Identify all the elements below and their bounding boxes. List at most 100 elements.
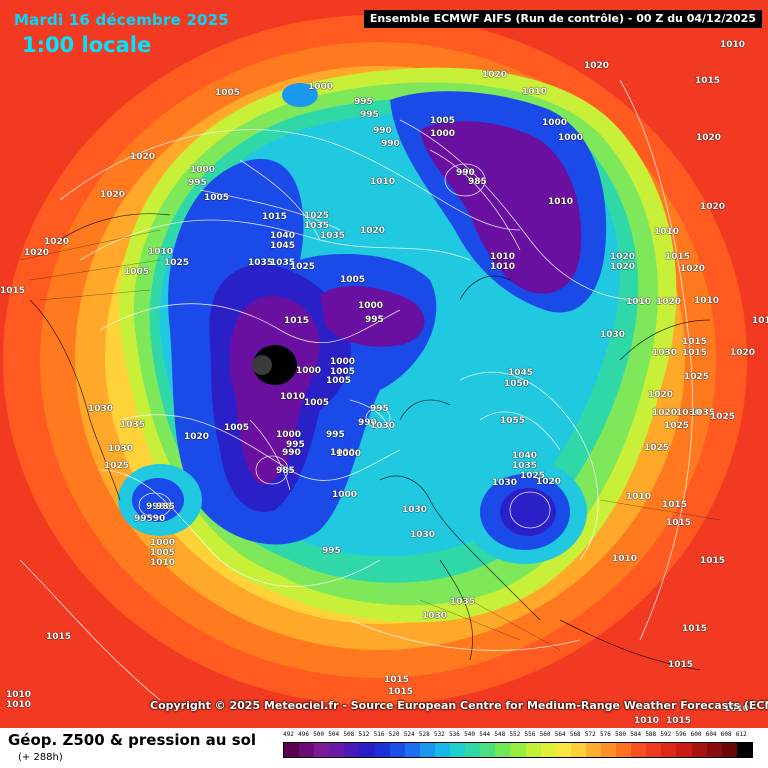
pressure-label: 1020 — [482, 70, 508, 80]
scale-swatch — [374, 743, 390, 757]
pressure-label: 1025 — [710, 412, 736, 422]
scale-swatch — [676, 743, 692, 757]
scale-value: 548 — [494, 731, 506, 738]
pressure-label: 1030 — [370, 421, 396, 431]
scale-swatch — [450, 743, 466, 757]
field-title: Géop. Z500 & pression au sol — [8, 731, 257, 749]
purple-lobe-north — [320, 285, 425, 347]
pressure-label: 1035 — [304, 221, 330, 231]
scale-swatch — [570, 743, 586, 757]
scale-swatch — [314, 743, 330, 757]
map-footer: Géop. Z500 & pression au sol (+ 288h) 49… — [0, 728, 768, 768]
scale-value: 528 — [418, 731, 430, 738]
pressure-label: 1010 — [490, 262, 516, 272]
pressure-label: 1035 — [248, 258, 274, 268]
pressure-label: 995 — [365, 315, 384, 325]
scale-value: 496 — [298, 731, 309, 738]
pressure-label: 1045 — [508, 368, 534, 378]
pressure-label: 1020 — [648, 390, 674, 400]
pressure-label: 1015 — [666, 716, 692, 726]
pressure-label: 1000 — [332, 490, 358, 500]
scale-value: 580 — [615, 731, 626, 738]
pressure-label: 1010 — [148, 247, 174, 257]
borders — [19, 229, 721, 651]
scale-value: 540 — [464, 731, 475, 738]
pressure-label: 1020 — [610, 252, 636, 262]
pressure-label: 1020 — [536, 477, 562, 487]
pacific-low — [132, 478, 184, 522]
pressure-label: 1025 — [684, 372, 710, 382]
pressure-label: 1000 — [358, 301, 384, 311]
scale-value: 556 — [524, 731, 536, 738]
pressure-label: 995 — [360, 110, 379, 120]
color-scale-bar — [283, 742, 753, 758]
pressure-label: 1010 — [694, 296, 720, 306]
pressure-label: 1015 — [666, 518, 692, 528]
color-scale-labels: 492 496 500 504 508 512 516 520 524 528 532 536 540 5… — [283, 731, 751, 743]
pressure-label: 1005 — [326, 376, 352, 386]
scale-swatch — [495, 743, 511, 757]
pressure-label: 1040 — [270, 231, 296, 241]
scale-swatch — [631, 743, 647, 757]
scale-value: 532 — [433, 731, 445, 738]
pressure-label: 1015 — [752, 316, 768, 326]
scale-value: 492 — [283, 731, 294, 738]
pressure-label: 1025 — [304, 211, 330, 221]
pressure-label: 1055 — [500, 416, 526, 426]
pressure-label: 1030 — [108, 444, 134, 454]
scale-swatch — [540, 743, 556, 757]
pressure-label: 1025 — [104, 461, 130, 471]
pressure-label: 1010 — [490, 252, 516, 262]
pressure-label: 1010 — [150, 558, 176, 568]
pressure-label: 1035 — [512, 461, 538, 471]
pressure-label: 1020 — [696, 133, 722, 143]
pressure-label: 1030 — [492, 478, 518, 488]
pressure-label: 1020 — [44, 237, 70, 247]
date-title: Mardi 16 décembre 2025 — [14, 11, 229, 29]
pressure-label: 1015 — [384, 675, 410, 685]
pressure-label: 995 — [370, 404, 389, 414]
scale-swatch — [344, 743, 360, 757]
pressure-label: 1000 — [558, 133, 584, 143]
scale-value: 596 — [675, 731, 687, 738]
scale-swatch — [359, 743, 375, 757]
pressure-label: 1040 — [512, 451, 538, 461]
scale-swatch — [646, 743, 662, 757]
scale-value: 600 — [690, 731, 702, 738]
pressure-label: 1020 — [100, 190, 126, 200]
scale-swatch — [284, 743, 300, 757]
pressure-label: 985 — [276, 466, 295, 476]
pressure-label: 1015 — [700, 556, 726, 566]
pressure-label: 1000 — [296, 366, 322, 376]
pressure-label: 1035 — [450, 597, 476, 607]
pressure-label: 1020 — [24, 248, 50, 258]
pressure-label: 1000 — [190, 165, 216, 175]
scale-swatch — [404, 743, 420, 757]
pressure-label: 1000 — [308, 82, 334, 92]
pressure-label: 1010 — [280, 392, 306, 402]
weather-map: 1005 1000 995 995 990 990 1005 1000 1020 1010 1020… — [0, 0, 768, 728]
scale-swatch — [661, 743, 677, 757]
pressure-label: 1020 — [584, 61, 610, 71]
scale-value: 512 — [358, 731, 370, 738]
pressure-label: 1010 — [724, 704, 750, 714]
small-low-north — [282, 83, 318, 107]
pressure-label: 1010 — [720, 40, 746, 50]
pressure-label: 1015 — [662, 500, 688, 510]
pressure-label: 1025 — [664, 421, 690, 431]
isobars — [19, 79, 693, 701]
pressure-label: 1035 — [320, 231, 346, 241]
scale-swatch — [736, 743, 752, 757]
scale-value: 524 — [403, 731, 415, 738]
pressure-label: 1000 — [330, 448, 356, 458]
pressure-label: 985 — [156, 502, 175, 512]
lead-time: (+ 288h) — [18, 752, 63, 763]
pressure-label: 1015 — [284, 316, 310, 326]
pressure-label: 1010 — [654, 227, 680, 237]
pressure-label: 1010 — [626, 492, 652, 502]
scale-swatch — [585, 743, 601, 757]
scale-swatch — [525, 743, 541, 757]
pressure-label: 990 — [456, 168, 475, 178]
pressure-label: 1010 — [6, 700, 32, 710]
scale-swatch — [434, 743, 451, 757]
